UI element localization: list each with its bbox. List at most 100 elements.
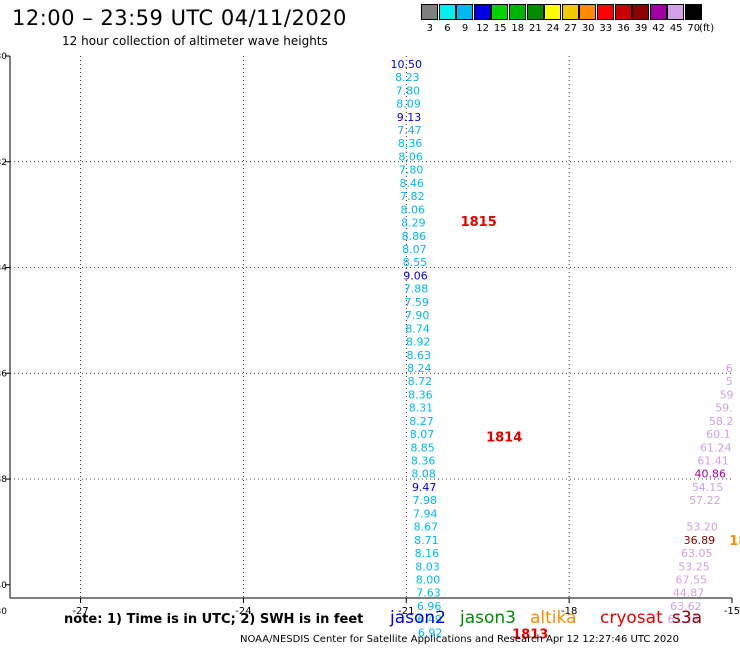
wave-height-value: 8.03 xyxy=(415,560,440,573)
wave-height-value: 8.36 xyxy=(398,137,423,150)
wave-height-value: 8.24 xyxy=(407,362,432,375)
color-swatch xyxy=(491,4,509,20)
wave-height-value: 8.46 xyxy=(399,177,424,190)
wave-height-value: 8.92 xyxy=(406,336,431,349)
wave-height-value: 7.80 xyxy=(396,84,421,97)
satellite-label-jason2: jason2 xyxy=(390,608,446,628)
wave-height-value: 6 xyxy=(726,362,733,375)
footer-credit: NOAA/NESDIS Center for Satellite Applica… xyxy=(240,634,679,645)
color-scale-label: 39 xyxy=(634,23,648,34)
color-scale-label: 3 xyxy=(426,23,433,34)
wave-height-value: 8.00 xyxy=(416,573,441,586)
color-scale-label: 9 xyxy=(461,23,469,34)
color-scale-label: 33 xyxy=(599,23,613,34)
wave-height-value: 9.06 xyxy=(403,269,428,282)
color-scale-label: 12 xyxy=(476,23,489,34)
latitude-label: -40 xyxy=(0,581,7,591)
wave-height-value: 7.63 xyxy=(416,587,441,600)
wave-height-value: 53.25 xyxy=(678,560,710,573)
wave-height-value: 8.29 xyxy=(401,217,426,230)
wave-height-value: 67.55 xyxy=(676,573,708,586)
wave-height-value: 7.94 xyxy=(413,507,438,520)
color-scale-label: 36 xyxy=(617,23,630,34)
track-time-label: 1815 xyxy=(461,215,497,230)
color-swatch xyxy=(544,4,562,20)
color-scale-label: 42 xyxy=(652,23,665,34)
map-title: 12:00 – 23:59 UTC 04/11/2020 xyxy=(12,6,347,30)
color-swatch xyxy=(509,4,526,20)
latitude-label: -30 xyxy=(0,52,7,62)
color-scale-label: 18 xyxy=(511,23,525,34)
color-scale-label: 27 xyxy=(564,23,577,34)
wave-height-value: 61.28 xyxy=(667,613,699,626)
track-time-label: 1814 xyxy=(486,431,522,446)
corner-label: -30 xyxy=(0,607,7,617)
color-swatch xyxy=(438,4,456,20)
wave-height-value: 6.96 xyxy=(417,600,442,613)
wave-height-value: 40.86 xyxy=(695,468,727,481)
color-scale-label: 70 xyxy=(687,23,701,34)
wave-height-value: 57.22 xyxy=(689,494,721,507)
color-scale-label: 24 xyxy=(546,23,560,34)
longitude-label: -21 xyxy=(398,606,414,617)
wave-height-value: 10.50 xyxy=(391,58,423,71)
wave-height-value: 8.08 xyxy=(411,468,436,481)
latitude-label: -36 xyxy=(0,369,7,379)
wave-height-value: 7.80 xyxy=(399,164,424,177)
wave-height-value: 8.63 xyxy=(407,349,432,362)
color-swatch xyxy=(561,4,579,20)
wave-height-value: 8.36 xyxy=(408,388,433,401)
wave-height-value: 8.06 xyxy=(398,150,423,163)
color-swatch xyxy=(667,4,685,20)
color-swatch xyxy=(473,4,491,20)
wave-height-value: 8.16 xyxy=(415,547,440,560)
color-scale-label: 15 xyxy=(493,23,507,34)
color-swatch xyxy=(649,4,667,20)
wave-height-value: 8.07 xyxy=(410,428,435,441)
longitude-label: -15 xyxy=(724,606,740,617)
color-swatch xyxy=(597,4,614,20)
wave-height-value: 6.92 xyxy=(418,626,443,639)
color-swatch xyxy=(579,4,597,20)
color-swatch xyxy=(614,4,632,20)
wave-height-value: 53.20 xyxy=(686,521,718,534)
wave-height-value: 5 xyxy=(726,375,733,388)
wave-height-value: 8.71 xyxy=(414,534,439,547)
wave-height-value: 59 xyxy=(720,388,734,401)
wave-height-value: 8.85 xyxy=(410,441,435,454)
wave-height-value: 8.09 xyxy=(396,98,421,111)
latitude-label: -32 xyxy=(0,158,7,168)
color-scale-unit: (ft) xyxy=(699,23,715,34)
wave-height-value: 7.98 xyxy=(412,494,437,507)
color-swatch xyxy=(685,4,702,20)
latitude-label: -38 xyxy=(0,475,7,485)
track-time-label: 1813 xyxy=(512,627,548,642)
satellite-label-cryosat: cryosat xyxy=(600,608,663,628)
wave-height-value: 61.41 xyxy=(697,455,729,468)
wave-height-value: 63.05 xyxy=(681,547,713,560)
color-scale-label: 6 xyxy=(444,23,451,34)
wave-height-value: 7.82 xyxy=(400,190,425,203)
longitude-label: -18 xyxy=(561,606,577,617)
latitude-label: -34 xyxy=(0,264,7,274)
wave-height-value: 7.88 xyxy=(404,283,429,296)
color-scale-label: 30 xyxy=(581,23,595,34)
satellite-label-altika: altika xyxy=(530,608,577,628)
wave-height-value: 54.15 xyxy=(692,481,724,494)
longitude-label: -24 xyxy=(235,606,251,617)
color-swatch xyxy=(632,4,650,20)
satellite-label-s3a: s3a xyxy=(672,608,703,628)
wave-height-value: 8.74 xyxy=(405,322,430,335)
wave-height-value: 9.47 xyxy=(412,481,437,494)
wave-height-value: 8.86 xyxy=(402,230,427,243)
wave-height-value: 8.06 xyxy=(401,203,426,216)
map-subtitle: 12 hour collection of altimeter wave hei… xyxy=(62,34,328,48)
wave-height-value: 7.90 xyxy=(405,309,430,322)
satellite-label-jason3: jason3 xyxy=(460,608,516,628)
color-scale-label: 45 xyxy=(669,23,683,34)
wave-height-value: 7.47 xyxy=(397,124,422,137)
wave-height-value: 58.2 xyxy=(709,415,734,428)
wave-height-value: 59. xyxy=(715,402,733,415)
wave-height-value: 8.07 xyxy=(402,243,427,256)
